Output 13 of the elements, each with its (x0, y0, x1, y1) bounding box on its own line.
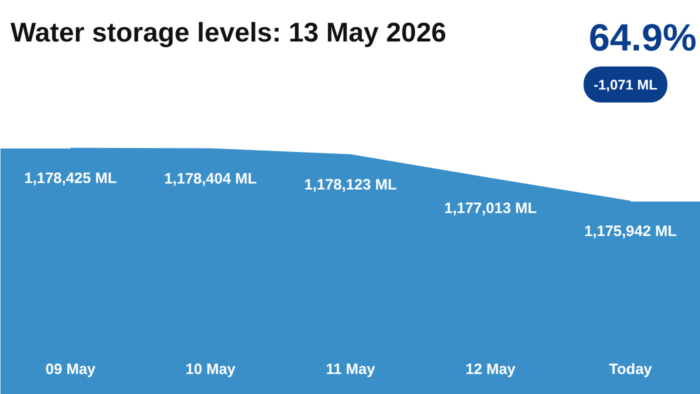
data-label: 1,178,123 ML (304, 176, 397, 194)
text: Water storage levels: 13 May 2026 (10, 18, 446, 48)
data-label: 1,175,942 ML (584, 223, 677, 240)
x-tick-label: 11 May (326, 361, 376, 378)
x-tick-label: Today (608, 361, 653, 378)
annotation: 64.9% (588, 18, 697, 60)
data-label: 1,177,013 ML (444, 200, 537, 218)
x-tick-label: 12 May (465, 361, 516, 378)
data-label: 1,178,404 ML (164, 170, 257, 188)
x-tick-label: 09 May (45, 361, 96, 378)
annotation: -1,071 ML (594, 76, 658, 92)
x-tick-label: 10 May (185, 361, 236, 378)
data-label: 1,178,425 ML (24, 170, 117, 188)
